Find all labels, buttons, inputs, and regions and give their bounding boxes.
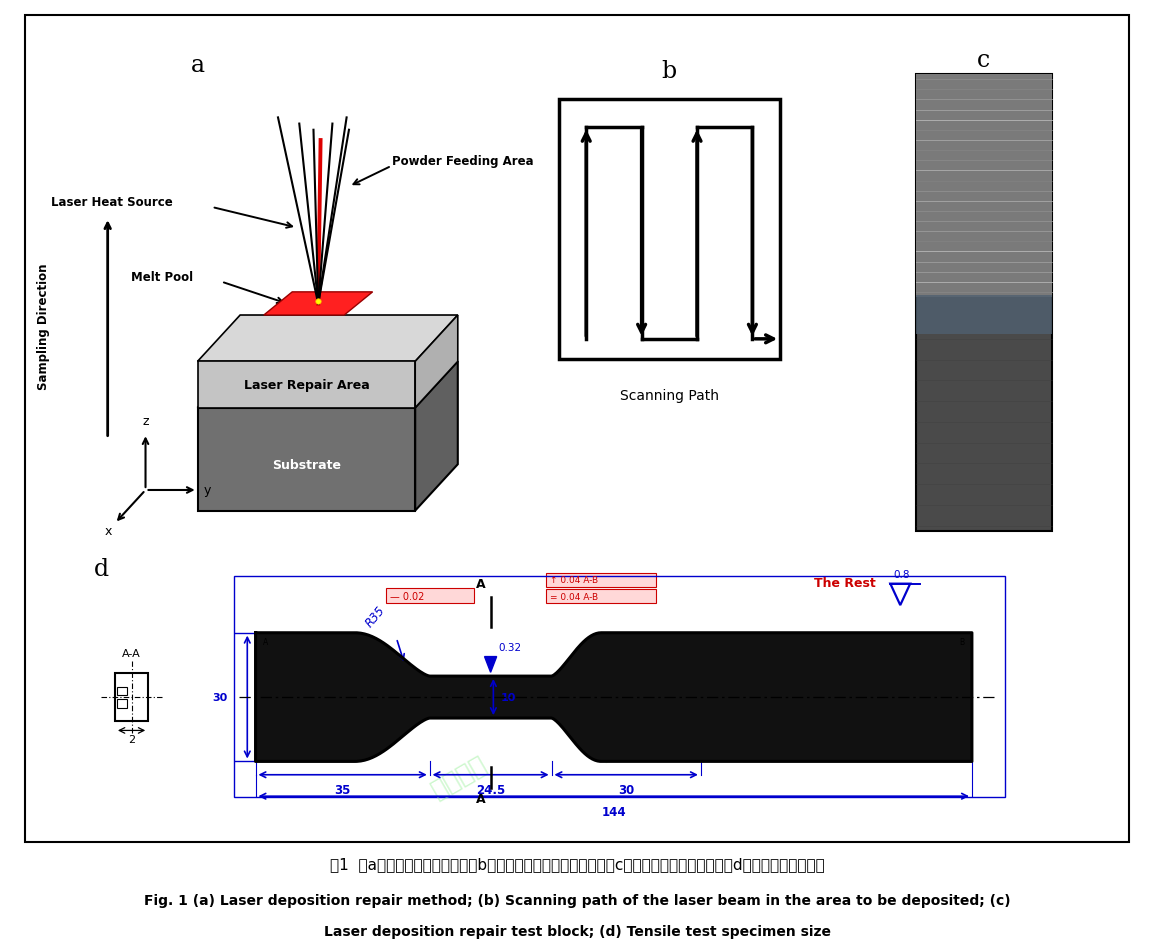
Text: Laser Repair Area: Laser Repair Area [243, 379, 369, 391]
Text: = 0.04 A-B: = 0.04 A-B [549, 592, 598, 601]
Polygon shape [485, 657, 496, 673]
FancyBboxPatch shape [546, 589, 655, 604]
Text: 中国知网: 中国知网 [593, 712, 657, 764]
Text: x: x [105, 524, 112, 537]
Text: d: d [93, 557, 108, 580]
Bar [916, 75, 1051, 531]
Text: a: a [190, 53, 204, 76]
Text: z: z [142, 415, 149, 427]
Text: 30: 30 [619, 783, 635, 797]
Text: y: y [203, 484, 211, 497]
Text: Fig. 1 (a) Laser deposition repair method; (b) Scanning path of the laser beam i: Fig. 1 (a) Laser deposition repair metho… [144, 893, 1010, 906]
Text: b: b [661, 60, 677, 83]
Text: 中国知网: 中国知网 [427, 750, 492, 802]
Bar [118, 699, 127, 708]
Bar [233, 576, 1005, 798]
Text: A-A: A-A [122, 648, 141, 659]
Text: — 0.02: — 0.02 [390, 591, 425, 601]
Text: The Rest: The Rest [815, 577, 876, 589]
Text: 图1  （a）激光沉积修复方式；（b）待沉积区激光束扫描路径；（c）激光沉积修复试验块；（d）拉伸试验试样尺寸: 图1 （a）激光沉积修复方式；（b）待沉积区激光束扫描路径；（c）激光沉积修复试… [330, 856, 824, 871]
Polygon shape [415, 316, 458, 408]
Text: 2: 2 [128, 734, 135, 744]
FancyBboxPatch shape [385, 588, 474, 604]
Polygon shape [197, 362, 415, 408]
Text: 10: 10 [501, 692, 516, 703]
Text: ↑ 0.04 A-B: ↑ 0.04 A-B [549, 576, 598, 585]
Text: 中国知网: 中国知网 [758, 674, 822, 725]
Text: 144: 144 [601, 805, 625, 818]
Text: R35: R35 [364, 603, 388, 629]
Text: B: B [959, 638, 965, 646]
Text: 30: 30 [212, 692, 227, 703]
Text: c: c [977, 49, 990, 71]
Text: Laser Heat Source: Laser Heat Source [51, 196, 173, 209]
Text: Melt Pool: Melt Pool [132, 270, 194, 284]
Text: A: A [263, 638, 268, 646]
Text: 0.8: 0.8 [893, 569, 909, 579]
Polygon shape [415, 362, 458, 511]
Bar [916, 75, 1051, 298]
Polygon shape [255, 633, 972, 762]
Polygon shape [197, 316, 458, 362]
Bar [258, 636, 272, 648]
Bar [559, 100, 780, 360]
Bar [916, 295, 1051, 334]
Text: A: A [475, 792, 486, 805]
FancyBboxPatch shape [546, 573, 655, 587]
Text: Sampling Direction: Sampling Direction [37, 263, 51, 389]
Text: Powder Feeding Area: Powder Feeding Area [391, 155, 533, 168]
Text: Substrate: Substrate [272, 458, 340, 471]
Text: 35: 35 [335, 783, 351, 797]
Text: 24.5: 24.5 [475, 783, 505, 797]
Polygon shape [197, 408, 415, 511]
Bar [118, 687, 127, 695]
Polygon shape [264, 292, 373, 316]
Polygon shape [197, 362, 458, 408]
Text: Laser deposition repair test block; (d) Tensile test specimen size: Laser deposition repair test block; (d) … [323, 924, 831, 938]
Bar [25, 16, 1129, 843]
Text: 0.32: 0.32 [499, 643, 522, 653]
Bar [954, 636, 969, 648]
Text: Scanning Path: Scanning Path [620, 388, 719, 403]
Text: A: A [475, 577, 486, 590]
Bar [115, 674, 148, 722]
